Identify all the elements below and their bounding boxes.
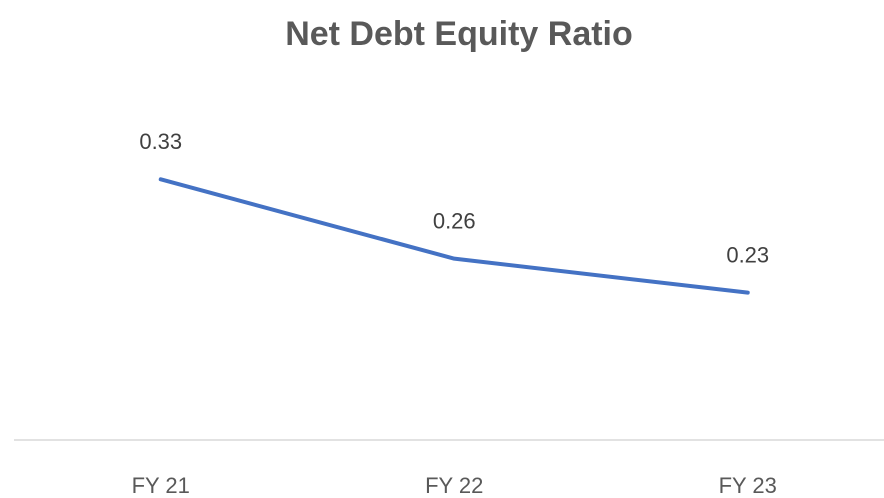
x-tick-label: FY 21 <box>132 473 190 498</box>
chart-title: Net Debt Equity Ratio <box>285 15 633 53</box>
data-label: 0.33 <box>139 129 182 154</box>
data-label: 0.26 <box>433 208 476 233</box>
data-label: 0.23 <box>726 242 769 267</box>
x-tick-label: FY 22 <box>425 473 483 498</box>
x-tick-label: FY 23 <box>719 473 777 498</box>
line <box>158 177 750 295</box>
